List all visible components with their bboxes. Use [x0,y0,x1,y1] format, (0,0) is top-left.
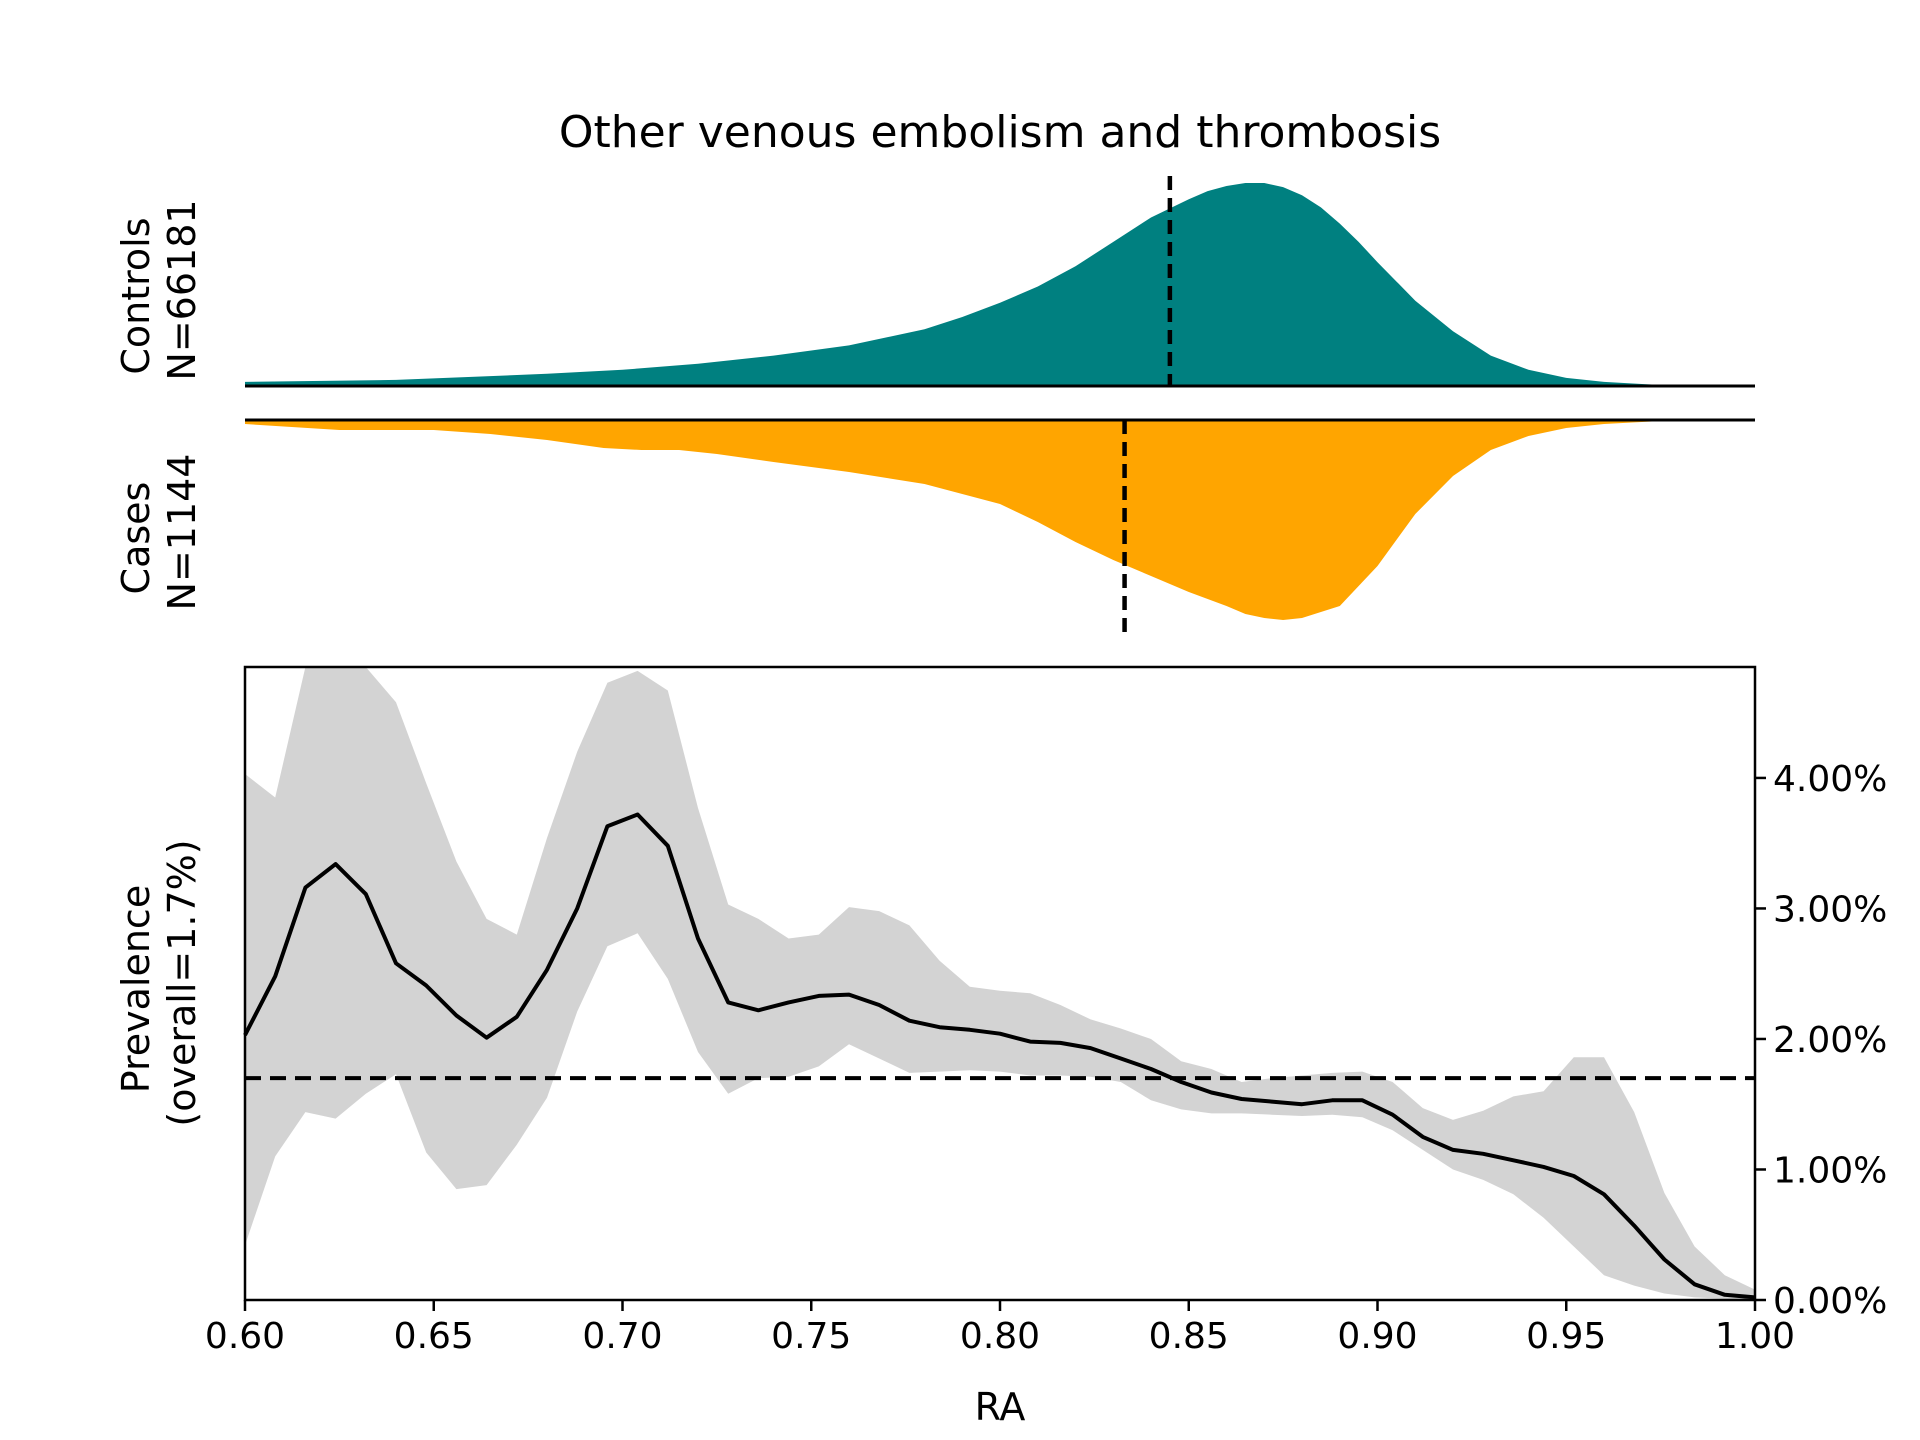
controls-label: Controls N=66181 [114,199,204,380]
x-tick-label: 0.60 [205,1316,285,1357]
y-tick-label: 1.00% [1773,1150,1887,1191]
cases-label-line1: Cases [114,482,158,595]
y-tick-label: 2.00% [1773,1020,1887,1061]
controls-label-line2: N=66181 [160,199,204,380]
prevalence-panel: 0.60 0.65 0.70 0.75 0.80 0.85 0.90 0.95 1.00 0.0… [114,665,1887,1429]
y-tick-label: 4.00% [1773,759,1887,800]
y-axis-right: 0.00% 1.00% 2.00% 3.00% 4.00% [1755,759,1887,1322]
controls-label-line1: Controls [114,217,158,374]
cases-label: Cases N=1144 [114,454,204,611]
x-tick-label: 0.95 [1526,1316,1606,1357]
cases-density-area [245,420,1755,620]
controls-density-panel: Controls N=66181 [114,176,1755,388]
x-tick-label: 0.90 [1337,1316,1417,1357]
prevalence-line [243,812,1756,1300]
y-tick-label: 0.00% [1773,1281,1887,1322]
cases-density-panel: Cases N=1144 [114,418,1755,632]
x-tick-label: 0.85 [1149,1316,1229,1357]
y-tick-label: 3.00% [1773,889,1887,930]
cases-label-line2: N=1144 [160,454,204,611]
x-tick-label: 0.70 [582,1316,662,1357]
x-axis-label: RA [975,1385,1026,1429]
prevalence-label-line2: (overall=1.7%) [160,839,204,1126]
x-tick-label: 0.75 [771,1316,851,1357]
x-tick-label: 0.80 [960,1316,1040,1357]
x-tick-label: 1.00 [1715,1316,1795,1357]
controls-density-area [245,183,1755,386]
confidence-band [245,667,1755,1300]
x-tick-label: 0.65 [394,1316,474,1357]
prevalence-label-line1: Prevalence [114,885,158,1093]
chart-title: Other venous embolism and thrombosis [559,107,1441,158]
x-axis: 0.60 0.65 0.70 0.75 0.80 0.85 0.90 0.95 1.00 [205,1300,1795,1357]
prevalence-y-label: Prevalence (overall=1.7%) [114,839,204,1126]
